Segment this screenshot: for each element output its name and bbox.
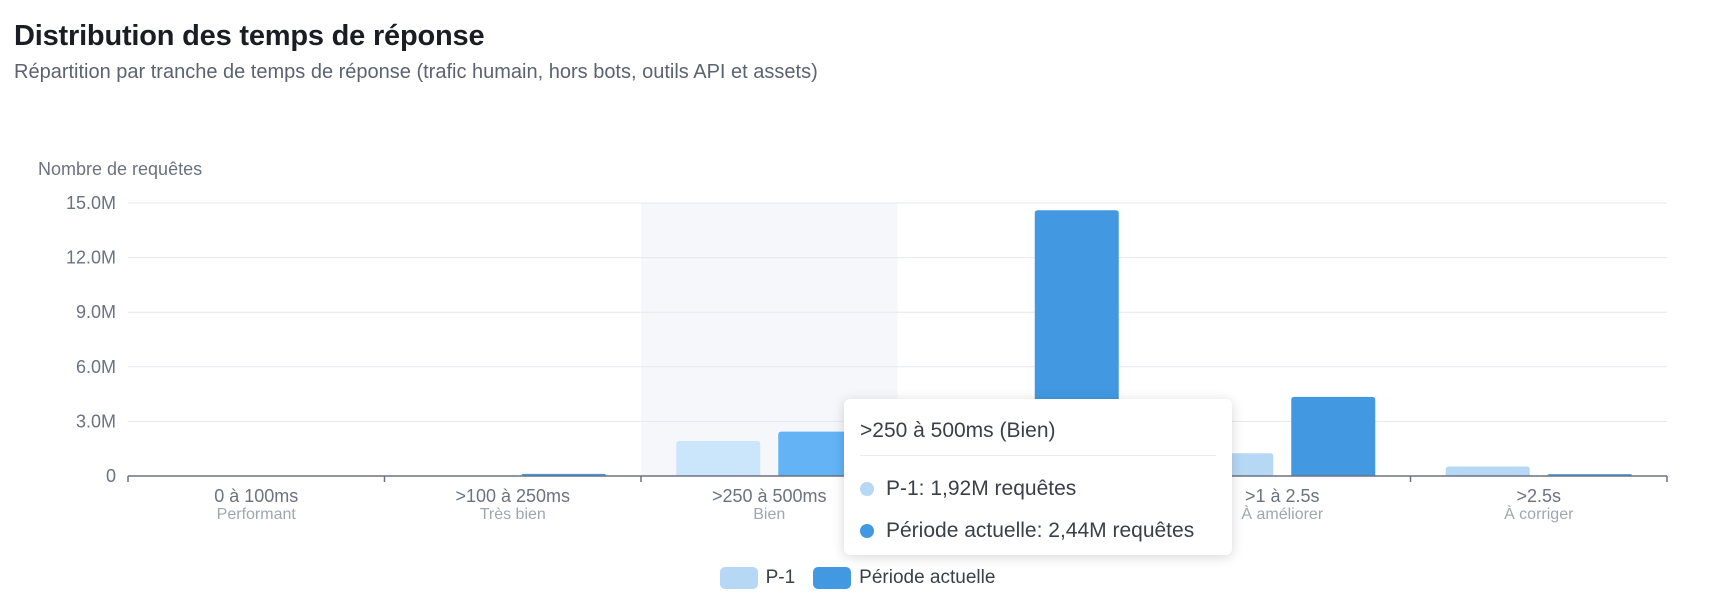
tooltip-row-current: Période actuelle: 2,44M requêtes — [860, 510, 1216, 552]
tooltip-dot-p1 — [860, 482, 874, 496]
chart-tooltip: >250 à 500ms (Bien) P-1: 1,92M requêtes … — [844, 399, 1232, 555]
x-tick-label-5: >2.5s — [1516, 486, 1561, 506]
x-tick-sublabel-5: À corriger — [1504, 504, 1574, 523]
legend-label-current: Période actuelle — [859, 567, 996, 588]
bar-p1-2 — [676, 441, 761, 476]
bar-current-4 — [1291, 396, 1376, 476]
chart-title: Distribution des temps de réponse — [14, 20, 485, 52]
tooltip-dot-current — [860, 524, 874, 538]
y-axis-label: Nombre de requêtes — [38, 159, 202, 179]
chart-subtitle: Répartition par tranche de temps de répo… — [14, 61, 818, 83]
x-tick-sublabel-0: Performant — [217, 506, 297, 523]
y-tick-label-4: 12.0M — [66, 248, 116, 268]
bar-chart: 0 3.0M 6.0M 9.0M 12.0M 15.0M Nombre de requête… — [38, 159, 1668, 523]
legend-item-current[interactable]: Période actuelle — [813, 567, 995, 589]
tooltip-text-current: Période actuelle: 2,44M requêtes — [886, 519, 1195, 542]
bar-current-2 — [778, 431, 863, 476]
tooltip-text-p1: P-1: 1,92M requêtes — [886, 477, 1077, 500]
legend-swatch-current — [813, 567, 852, 589]
chart-legend: P-1 Période actuelle — [0, 567, 1715, 589]
x-tick-sublabel-4: À améliorer — [1241, 504, 1323, 523]
x-tick-label-1: >100 à 250ms — [455, 486, 570, 506]
y-tick-label-3: 9.0M — [76, 302, 116, 322]
y-tick-label-0: 0 — [106, 466, 116, 486]
x-tick-label-0: 0 à 100ms — [214, 486, 298, 506]
tooltip-row-p1: P-1: 1,92M requêtes — [860, 468, 1216, 510]
x-tick-label-2: >250 à 500ms — [712, 486, 827, 506]
legend-swatch-p1 — [719, 567, 758, 589]
y-tick-label-1: 3.0M — [76, 411, 116, 431]
y-tick-label-2: 6.0M — [76, 357, 116, 377]
legend-item-p1[interactable]: P-1 — [719, 567, 796, 589]
y-tick-label-5: 15.0M — [66, 193, 116, 213]
x-tick-sublabel-1: Très bien — [480, 506, 546, 523]
x-tick-sublabel-2: Bien — [753, 506, 785, 523]
x-tick-label-4: >1 à 2.5s — [1245, 486, 1320, 506]
legend-label-p1: P-1 — [765, 567, 796, 588]
tooltip-title: >250 à 500ms (Bien) — [860, 419, 1216, 456]
bar-p1-5 — [1445, 466, 1530, 476]
